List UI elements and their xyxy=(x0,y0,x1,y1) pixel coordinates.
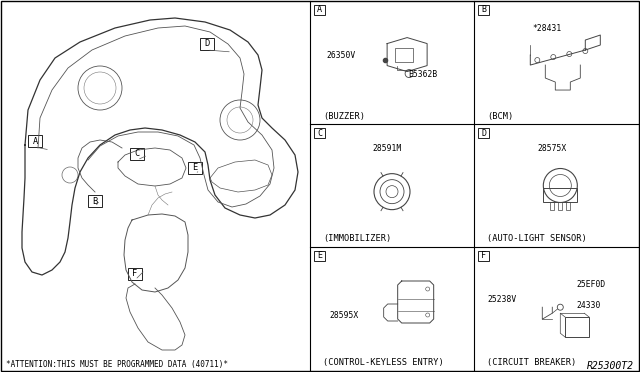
Bar xyxy=(130,148,144,160)
Text: 24330: 24330 xyxy=(577,301,602,310)
Text: C: C xyxy=(134,150,140,158)
Bar xyxy=(550,202,554,209)
Text: A: A xyxy=(33,137,38,145)
Text: 28591M: 28591M xyxy=(372,144,401,153)
Bar xyxy=(558,202,563,209)
Text: 28575X: 28575X xyxy=(537,144,566,153)
Text: (CIRCUIT BREAKER): (CIRCUIT BREAKER) xyxy=(487,359,577,368)
Bar xyxy=(314,251,325,261)
Bar xyxy=(543,187,577,202)
Text: 25238V: 25238V xyxy=(487,295,516,304)
Bar xyxy=(478,5,489,15)
Bar xyxy=(478,251,489,261)
Bar xyxy=(478,128,489,138)
Text: (CONTROL-KEYLESS ENTRY): (CONTROL-KEYLESS ENTRY) xyxy=(323,359,444,368)
Text: 28595X: 28595X xyxy=(330,311,359,320)
Text: F: F xyxy=(132,269,138,279)
Text: 25EF0D: 25EF0D xyxy=(577,280,606,289)
Text: (AUTO-LIGHT SENSOR): (AUTO-LIGHT SENSOR) xyxy=(487,234,587,244)
Text: B: B xyxy=(92,196,98,205)
Text: *ATTENTION:THIS MUST BE PROGRAMMED DATA (40711)*: *ATTENTION:THIS MUST BE PROGRAMMED DATA … xyxy=(6,360,228,369)
Text: (IMMOBILIZER): (IMMOBILIZER) xyxy=(323,234,392,244)
Text: R25300T2: R25300T2 xyxy=(587,361,634,371)
Text: *28431: *28431 xyxy=(532,23,561,33)
Text: B: B xyxy=(481,6,486,15)
Text: D: D xyxy=(481,128,486,138)
Text: D: D xyxy=(204,39,210,48)
Text: 26350V: 26350V xyxy=(326,51,356,60)
Bar xyxy=(314,128,325,138)
Bar xyxy=(200,38,214,50)
Text: F: F xyxy=(481,251,486,260)
Bar xyxy=(128,268,142,280)
Text: E: E xyxy=(193,164,198,173)
Bar xyxy=(188,162,202,174)
Text: E: E xyxy=(317,251,322,260)
Text: E5362B: E5362B xyxy=(408,70,438,79)
Bar xyxy=(88,195,102,207)
Bar xyxy=(395,48,413,62)
Bar xyxy=(566,202,570,209)
Text: A: A xyxy=(317,6,322,15)
Bar xyxy=(565,317,589,337)
Text: (BUZZER): (BUZZER) xyxy=(323,112,365,121)
Bar xyxy=(314,5,325,15)
Text: (BCM): (BCM) xyxy=(487,112,513,121)
Text: C: C xyxy=(317,128,322,138)
Bar xyxy=(28,135,42,147)
